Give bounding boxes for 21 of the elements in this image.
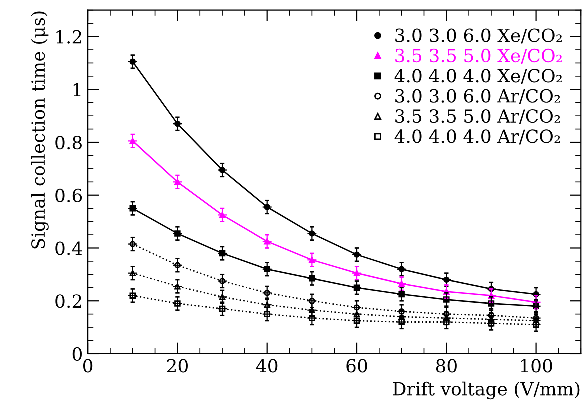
y-tick-label: 0.8 [56,136,82,150]
y-tick-label: 0 [72,347,82,362]
y-tick-label: 0.2 [56,294,82,308]
x-tick-label: 60 [346,359,368,373]
legend-label: 4.0 4.0 4.0 Ar/CO₂ [394,130,560,145]
legend-label: 3.0 3.0 6.0 Xe/CO₂ [396,28,562,44]
x-tick-label: 20 [167,359,188,373]
y-axis-title: Signal collection time (μs) [31,12,49,249]
x-tick-label: 40 [256,359,278,373]
x-tick-label: 0 [83,359,93,373]
legend-label: 3.0 3.0 6.0 Ar/CO₂ [396,89,560,104]
y-tick-label: 0.4 [56,242,82,256]
x-tick-label: 100 [521,359,552,373]
legend-label: 3.5 3.5 5.0 Xe/CO₂ [396,48,562,64]
y-tick-label: 0.6 [56,188,82,202]
x-tick-label: 80 [436,359,457,373]
y-tick-label: 1 [74,83,81,97]
y-tick-label: 1.2 [56,30,82,44]
x-axis-title: Drift voltage (V/mm) [393,382,580,400]
legend-label: 4.0 4.0 4.0 Xe/CO₂ [394,69,562,84]
legend-label: 3.5 3.5 5.0 Ar/CO₂ [396,109,560,125]
